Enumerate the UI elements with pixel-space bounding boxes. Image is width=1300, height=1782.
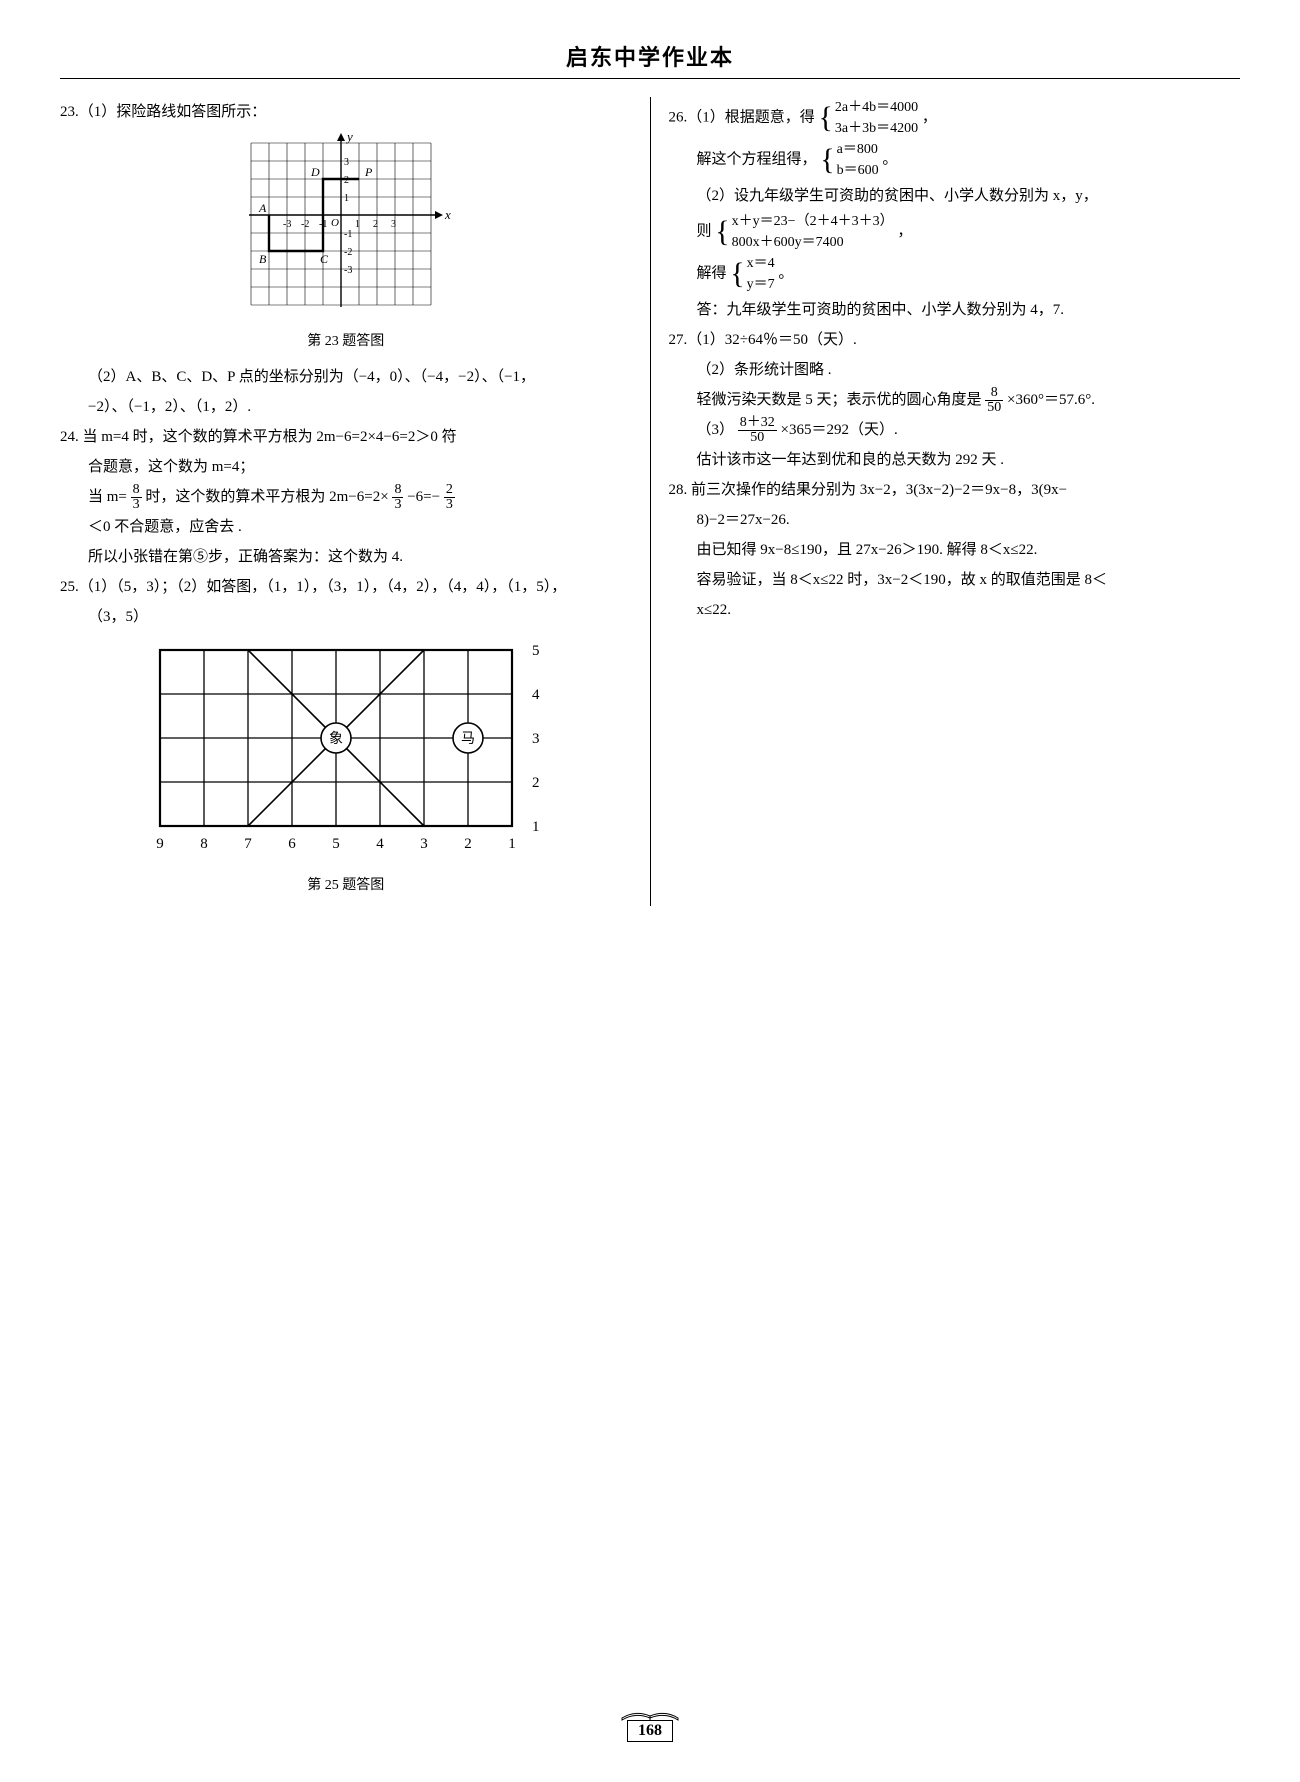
page-number-footer: 168 xyxy=(620,1706,680,1742)
frac-8-3-b: 83 xyxy=(392,483,403,512)
svg-text:-2: -2 xyxy=(344,247,352,258)
svg-text:2: 2 xyxy=(373,219,378,230)
figure-25: 象 马 9 8 7 6 5 4 3 2 11 2 3 4 5 xyxy=(60,638,632,870)
q28-a: 28. 前三次操作的结果分别为 3x−2，3(3x−2)−2＝9x−8，3(9x… xyxy=(669,475,1241,505)
q27-a: 27.（1）32÷64％＝50（天）. xyxy=(669,325,1241,355)
q26-dot: 。 xyxy=(882,151,897,167)
q28-b: 8)−2＝27x−26. xyxy=(669,505,1241,535)
q26-sys3: { x＋y＝23−（2＋4＋3＋3） 800x＋600y＝7400 xyxy=(715,211,893,253)
q24-c-mid: 时，这个数的算术平方根为 2m−6=2× xyxy=(145,489,388,505)
svg-text:1: 1 xyxy=(344,193,349,204)
svg-text:8: 8 xyxy=(200,836,208,852)
svg-text:2: 2 xyxy=(344,175,349,186)
q28-d: 容易验证，当 8＜x≤22 时，3x−2＜190，故 x 的取值范围是 8＜ xyxy=(669,565,1241,595)
q23-part2b: −2）、（−1，2）、（1，2）. xyxy=(60,392,632,422)
q26-a-pre: 26.（1）根据题意，得 xyxy=(669,109,815,125)
svg-text:y: y xyxy=(345,133,353,144)
svg-text:2: 2 xyxy=(532,775,540,791)
svg-text:1: 1 xyxy=(355,219,360,230)
q26-comma: ， xyxy=(922,109,937,125)
svg-text:x: x xyxy=(444,207,451,222)
page-number: 168 xyxy=(627,1720,673,1742)
svg-text:A: A xyxy=(258,201,267,215)
svg-text:4: 4 xyxy=(532,687,540,703)
figure-23-caption: 第 23 题答图 xyxy=(60,328,632,356)
q26-sys4: { x＝4 y＝7 xyxy=(730,253,774,295)
svg-text:O: O xyxy=(331,217,339,229)
frac-2-3: 23 xyxy=(444,483,455,512)
svg-text:-1: -1 xyxy=(344,229,352,240)
q24-c-mid2: −6=− xyxy=(407,489,440,505)
svg-text:4: 4 xyxy=(376,836,384,852)
q27-d-post: ×365＝292（天）. xyxy=(781,422,898,438)
svg-text:P: P xyxy=(364,165,373,179)
right-column: 26.（1）根据题意，得 { 2a＋4b＝4000 3a＋3b＝4200 ， 解… xyxy=(650,97,1241,906)
q26-e: 解得 { x＝4 y＝7 。 xyxy=(669,253,1241,295)
q24-c: 当 m= 83 时，这个数的算术平方根为 2m−6=2× 83 −6=− 23 xyxy=(60,482,632,512)
q26-sys2: { a＝800 b＝600 xyxy=(820,139,878,181)
frac-40-50: 8＋3250 xyxy=(738,416,777,445)
q23-part2a: （2）A、B、C、D、P 点的坐标分别为（−4，0）、（−4，−2）、（−1， xyxy=(60,362,632,392)
q26-b-pre: 解这个方程组得， xyxy=(697,151,817,167)
svg-text:-3: -3 xyxy=(283,219,291,230)
q26-c: （2）设九年级学生可资助的贫困中、小学人数分别为 x，y， xyxy=(669,181,1241,211)
svg-text:-2: -2 xyxy=(301,219,309,230)
left-column: 23.（1）探险路线如答图所示： yx-3-2-1123123-1-2-3OAB… xyxy=(60,97,650,906)
svg-text:3: 3 xyxy=(532,731,540,747)
q24-e: 所以小张错在第⑤步，正确答案为：这个数为 4. xyxy=(60,542,632,572)
svg-text:6: 6 xyxy=(288,836,296,852)
svg-text:-3: -3 xyxy=(344,265,352,276)
content-columns: 23.（1）探险路线如答图所示： yx-3-2-1123123-1-2-3OAB… xyxy=(60,97,1240,906)
page-header: 启东中学作业本 xyxy=(60,40,1240,79)
svg-text:B: B xyxy=(259,252,267,266)
q28-c: 由已知得 9x−8≤190，且 27x−26＞190. 解得 8＜x≤22. xyxy=(669,535,1241,565)
q25-b: （3，5） xyxy=(60,602,632,632)
svg-text:1: 1 xyxy=(508,836,516,852)
svg-text:2: 2 xyxy=(464,836,472,852)
q24-b: 合题意，这个数为 m=4； xyxy=(60,452,632,482)
q27-e: 估计该市这一年达到优和良的总天数为 292 天 . xyxy=(669,445,1241,475)
q27-c-pre: 轻微污染天数是 5 天；表示优的圆心角度是 xyxy=(697,392,982,408)
svg-text:9: 9 xyxy=(156,836,164,852)
q26-d: 则 { x＋y＝23−（2＋4＋3＋3） 800x＋600y＝7400 ， xyxy=(669,211,1241,253)
svg-text:3: 3 xyxy=(391,219,396,230)
q27-b: （2）条形统计图略 . xyxy=(669,355,1241,385)
figure-25-caption: 第 25 题答图 xyxy=(60,872,632,900)
figure-23: yx-3-2-1123123-1-2-3OABCDP xyxy=(60,133,632,326)
q27-c: 轻微污染天数是 5 天；表示优的圆心角度是 850 ×360°＝57.6°. xyxy=(669,385,1241,415)
q24-d: ＜0 不合题意，应舍去 . xyxy=(60,512,632,542)
q26-e-pre: 解得 xyxy=(697,265,727,281)
q26-sys1: { 2a＋4b＝4000 3a＋3b＝4200 xyxy=(819,97,919,139)
svg-text:马: 马 xyxy=(461,731,475,747)
svg-text:7: 7 xyxy=(244,836,252,852)
q28-e: x≤22. xyxy=(669,595,1241,625)
frac-8-50: 850 xyxy=(985,386,1003,415)
svg-text:5: 5 xyxy=(532,643,540,659)
svg-text:5: 5 xyxy=(332,836,340,852)
q25-a: 25.（1）（5，3）；（2）如答图，（1，1），（3，1），（4，2），（4，… xyxy=(60,572,632,602)
q27-d: （3） 8＋3250 ×365＝292（天）. xyxy=(669,415,1241,445)
q24-c-pre: 当 m= xyxy=(88,489,127,505)
q24-a: 24. 当 m=4 时，这个数的算术平方根为 2m−6=2×4−6=2＞0 符 xyxy=(60,422,632,452)
svg-text:D: D xyxy=(310,165,320,179)
svg-text:3: 3 xyxy=(344,157,349,168)
q26-d-pre: 则 xyxy=(697,223,712,239)
q23-line1: 23.（1）探险路线如答图所示： xyxy=(60,97,632,127)
svg-text:象: 象 xyxy=(329,731,343,747)
svg-text:1: 1 xyxy=(532,819,540,835)
q27-c-post: ×360°＝57.6°. xyxy=(1007,392,1095,408)
q26-f: 答：九年级学生可资助的贫困中、小学人数分别为 4，7. xyxy=(669,295,1241,325)
q27-d-pre: （3） xyxy=(697,422,735,438)
q26-b: 解这个方程组得， { a＝800 b＝600 。 xyxy=(669,139,1241,181)
frac-8-3-a: 83 xyxy=(131,483,142,512)
svg-text:C: C xyxy=(320,252,329,266)
svg-text:3: 3 xyxy=(420,836,428,852)
q26-a: 26.（1）根据题意，得 { 2a＋4b＝4000 3a＋3b＝4200 ， xyxy=(669,97,1241,139)
